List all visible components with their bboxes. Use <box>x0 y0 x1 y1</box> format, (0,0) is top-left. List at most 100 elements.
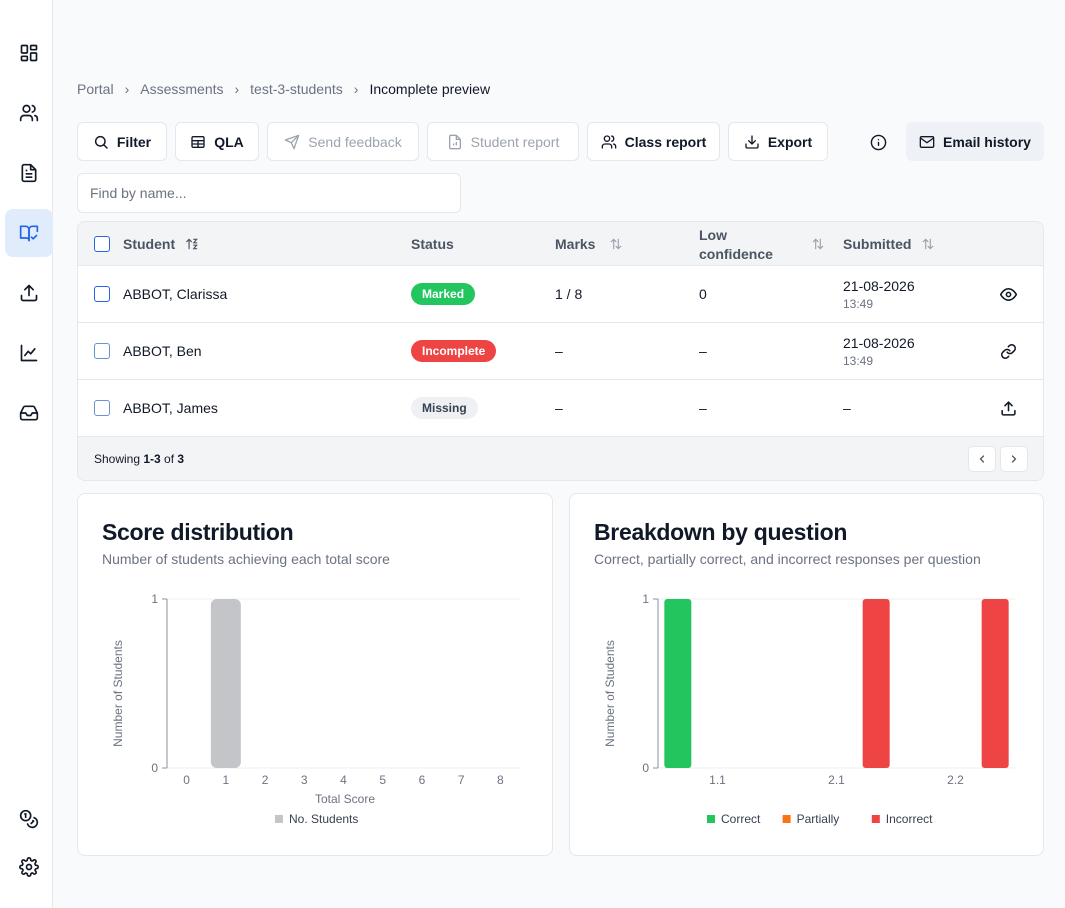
row-checkbox[interactable] <box>94 400 110 416</box>
low-confidence-value: – <box>699 343 707 359</box>
submitted-time: 13:49 <box>843 354 874 368</box>
x-tick-label: 1 <box>222 773 229 787</box>
link-icon <box>1000 343 1016 359</box>
submitted-date: 21-08-2026 <box>843 335 915 351</box>
sidebar-item-settings[interactable] <box>5 843 53 891</box>
breakdown-subtitle: Correct, partially correct, and incorrec… <box>594 551 981 567</box>
sort-icon[interactable] <box>811 237 825 251</box>
export-label: Export <box>767 133 813 150</box>
send-feedback-button[interactable]: Send feedback <box>267 122 419 161</box>
send-feedback-label: Send feedback <box>308 133 402 150</box>
low-confidence-value: 0 <box>699 286 707 302</box>
showing-count: Showing 1-3 of 3 <box>94 452 184 466</box>
chevron-right-icon: › <box>353 81 359 97</box>
column-student-label: Student <box>123 236 176 252</box>
column-submitted[interactable]: Submitted <box>843 236 935 252</box>
x-tick-label: 7 <box>458 773 465 787</box>
legend-swatch <box>782 815 791 823</box>
legend-swatch <box>275 815 283 823</box>
eye-icon <box>999 287 1017 301</box>
sidebar-item-credits[interactable] <box>5 795 53 843</box>
showing-range: 1-3 <box>143 452 161 466</box>
breadcrumb-assessments[interactable]: Assessments <box>140 81 224 97</box>
column-submitted-label: Submitted <box>843 236 912 252</box>
row-checkbox[interactable] <box>94 343 110 359</box>
prev-page-button[interactable] <box>968 446 996 472</box>
upload-button[interactable] <box>996 396 1020 420</box>
table-row[interactable]: ABBOT, James Missing – – – <box>78 380 1043 437</box>
legend-label: No. Students <box>289 812 358 826</box>
filter-button[interactable]: Filter <box>77 122 167 161</box>
x-tick-label: 8 <box>497 773 504 787</box>
file-report-icon <box>448 134 461 149</box>
class-report-button[interactable]: Class report <box>587 122 720 161</box>
info-button[interactable] <box>866 130 890 154</box>
column-low-confidence-label-2: confidence <box>699 246 773 262</box>
sidebar-item-upload[interactable] <box>5 269 53 317</box>
submitted-time: 13:49 <box>843 297 874 311</box>
x-tick-label: 0 <box>183 773 190 787</box>
select-all-checkbox[interactable] <box>94 236 110 252</box>
y-tick-label: 0 <box>151 761 158 775</box>
showing-total: 3 <box>177 452 185 466</box>
column-student[interactable]: Student <box>123 236 199 252</box>
line-chart-icon <box>20 344 38 362</box>
settings-icon <box>19 857 39 877</box>
sidebar <box>0 0 53 908</box>
low-confidence-value: – <box>699 400 707 416</box>
column-marks[interactable]: Marks <box>555 236 623 252</box>
view-button[interactable] <box>996 282 1020 306</box>
table-icon <box>191 135 205 148</box>
y-axis-label: Number of Students <box>603 640 617 747</box>
search-input[interactable] <box>77 173 461 213</box>
sidebar-item-users[interactable] <box>5 89 53 137</box>
export-button[interactable]: Export <box>728 122 828 161</box>
student-name: ABBOT, Ben <box>123 343 202 359</box>
column-status: Status <box>411 236 454 252</box>
breadcrumb-portal[interactable]: Portal <box>77 81 114 97</box>
table-row[interactable]: ABBOT, Ben Incomplete – – 21-08-2026 13:… <box>78 323 1043 380</box>
x-tick-label: 2.2 <box>947 773 964 787</box>
x-tick-label: 4 <box>340 773 347 787</box>
qla-label: QLA <box>214 133 244 150</box>
sidebar-item-dashboard[interactable] <box>5 29 53 77</box>
column-low-confidence[interactable]: Low confidence <box>699 226 773 264</box>
legend-label: Incorrect <box>886 812 933 826</box>
sidebar-item-documents[interactable] <box>5 149 53 197</box>
chevron-left-icon <box>979 455 985 463</box>
breadcrumb-assessment[interactable]: test-3-students <box>250 81 343 97</box>
score-distribution-card: Score distribution Number of students ac… <box>77 493 553 856</box>
book-check-icon <box>19 225 39 242</box>
breakdown-card: Breakdown by question Correct, partially… <box>569 493 1044 856</box>
student-name: ABBOT, James <box>123 400 218 416</box>
copy-link-button[interactable] <box>996 339 1020 363</box>
next-page-button[interactable] <box>1000 446 1028 472</box>
students-table: Student Status Marks Low confidence Subm… <box>77 221 1044 481</box>
column-low-confidence-label-1: Low <box>699 227 727 243</box>
sort-icon <box>923 238 934 250</box>
qla-button[interactable]: QLA <box>175 122 259 161</box>
upload-icon <box>1000 400 1016 416</box>
table-footer: Showing 1-3 of 3 <box>78 437 1043 480</box>
inbox-icon <box>19 405 39 421</box>
x-tick-label: 1.1 <box>709 773 726 787</box>
sidebar-item-inbox[interactable] <box>5 389 53 437</box>
marks-value: 1 / 8 <box>555 286 583 302</box>
bar <box>210 599 241 768</box>
email-history-button[interactable]: Email history <box>906 122 1044 161</box>
bar <box>664 599 692 768</box>
student-report-button[interactable]: Student report <box>427 122 579 161</box>
y-tick-label: 1 <box>151 592 158 606</box>
column-status-label: Status <box>411 236 454 252</box>
row-checkbox[interactable] <box>94 286 110 302</box>
x-tick-label: 5 <box>379 773 386 787</box>
x-tick-label: 6 <box>419 773 426 787</box>
marks-value: – <box>555 400 563 416</box>
sidebar-item-assessments[interactable] <box>5 209 53 257</box>
bar <box>981 599 1009 768</box>
legend-swatch <box>871 815 880 823</box>
table-row[interactable]: ABBOT, Clarissa Marked 1 / 8 0 21-08-202… <box>78 266 1043 323</box>
marks-value: – <box>555 343 563 359</box>
sidebar-item-analytics[interactable] <box>5 329 53 377</box>
send-icon <box>284 134 300 149</box>
